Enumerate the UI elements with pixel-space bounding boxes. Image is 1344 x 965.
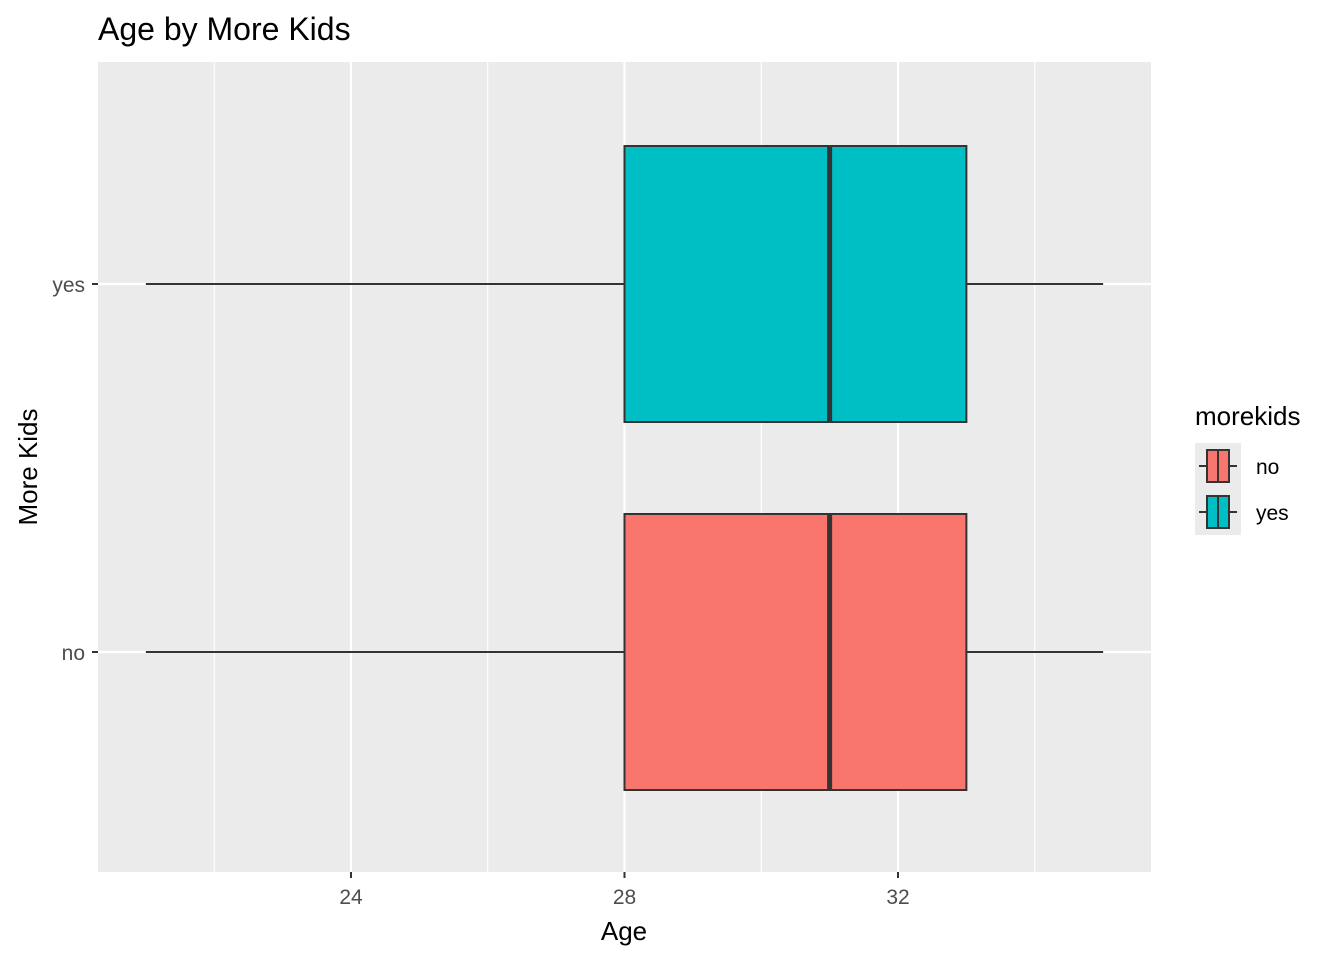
y-tick-label: yes — [52, 274, 85, 297]
y-axis-ticks: no yes — [52, 274, 98, 665]
box-body — [623, 513, 968, 791]
x-axis-title: Age — [601, 916, 647, 946]
y-axis-title: More Kids — [13, 408, 43, 525]
legend-entry-no: no — [1199, 449, 1279, 483]
legend-label: no — [1256, 456, 1279, 479]
legend-label: yes — [1256, 502, 1289, 525]
chart-title: Age by More Kids — [98, 11, 351, 47]
x-tick-label: 24 — [339, 886, 363, 909]
box-no — [145, 513, 1104, 791]
legend-entry-yes: yes — [1199, 495, 1289, 529]
x-axis-ticks: 24 28 32 — [339, 872, 910, 909]
x-tick-label: 32 — [886, 886, 909, 909]
x-tick-label: 28 — [613, 886, 636, 909]
box-yes — [145, 145, 1104, 423]
box-series — [145, 145, 1104, 791]
legend: morekids no yes — [1195, 401, 1300, 535]
box-body — [623, 145, 968, 423]
y-tick-label: no — [62, 642, 85, 665]
legend-entries: no yes — [1195, 443, 1289, 535]
legend-title: morekids — [1195, 401, 1300, 431]
